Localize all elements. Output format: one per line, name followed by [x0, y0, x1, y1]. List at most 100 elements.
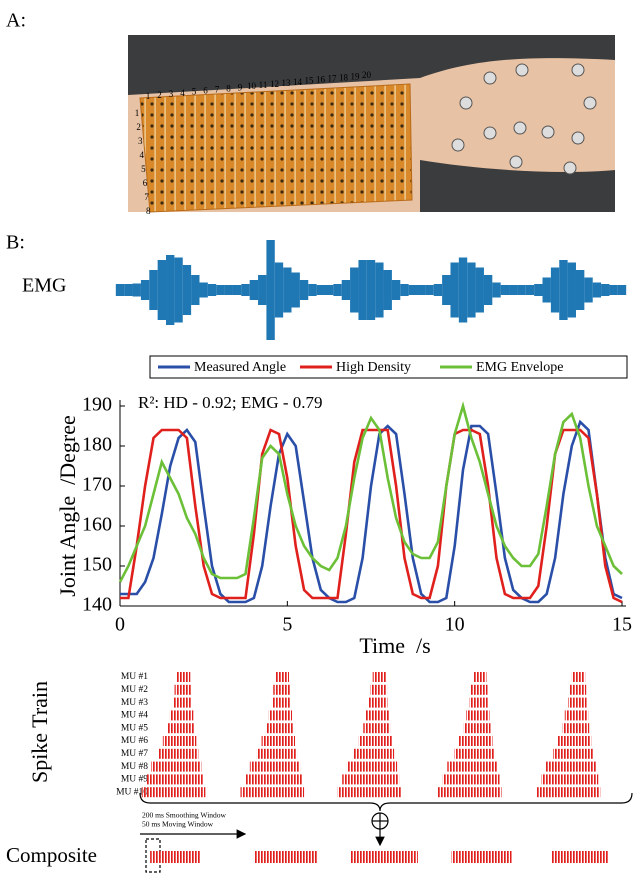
electrode-label: 7	[215, 84, 220, 94]
spike-burst	[553, 748, 594, 759]
unit-label: MU #9	[121, 775, 148, 785]
series-line	[120, 419, 623, 604]
emg-amplitude	[258, 275, 267, 305]
emg-amplitude	[132, 283, 141, 297]
window-label: 50 ms Moving Window	[142, 820, 214, 829]
emg-amplitude	[174, 257, 183, 323]
x-axis-label: Time /s	[359, 633, 430, 658]
emg-amplitude	[299, 280, 309, 300]
electrode-label: 5	[192, 87, 197, 97]
emg-amplitude	[517, 285, 526, 295]
emg-amplitude	[433, 284, 443, 296]
emg-amplitude	[383, 270, 392, 310]
electrode-label: 2	[157, 90, 162, 100]
unit-label: MU #10	[116, 787, 148, 797]
spike-burst	[158, 748, 199, 759]
y-tick-label: 160	[82, 514, 112, 536]
spike-burst	[176, 672, 191, 682]
spike-burst	[162, 736, 197, 746]
spike-burst	[275, 672, 290, 682]
unit-label: MU #4	[121, 711, 148, 721]
emg-amplitude	[341, 280, 351, 300]
electrode-label: 13	[282, 78, 292, 88]
emg-amplitude	[333, 284, 342, 296]
emg-amplitude	[475, 267, 484, 313]
y-tick-label: 190	[82, 394, 112, 416]
spike-burst	[271, 697, 291, 708]
spike-burst	[353, 748, 395, 759]
spike-burst	[256, 748, 298, 759]
legend-entry: Measured Angle	[194, 360, 286, 375]
panel-label: B:	[6, 232, 25, 254]
composite-burst	[451, 851, 512, 863]
emg-amplitude	[542, 277, 551, 303]
spike-burst	[557, 736, 592, 746]
electrode-label: 20	[362, 70, 372, 80]
composite-burst	[551, 851, 609, 863]
spike-burst	[337, 787, 402, 798]
emg-amplitude	[450, 262, 459, 318]
electrode-label: 2	[136, 122, 141, 132]
spike-burst	[437, 787, 502, 798]
emg-amplitude	[249, 280, 259, 300]
spike-burst	[372, 672, 387, 682]
composite-label: Composite	[6, 843, 97, 867]
spike-burst	[536, 787, 601, 798]
electrode-label: 3	[169, 89, 174, 99]
spike-burst	[571, 672, 586, 682]
emg-amplitude	[617, 285, 627, 295]
legend-entry: EMG Envelope	[476, 360, 563, 375]
spike-burst	[463, 723, 491, 734]
electrode-label: 8	[146, 206, 151, 216]
emg-amplitude	[500, 285, 510, 295]
emg-amplitude	[366, 260, 376, 320]
y-axis-label: Spike Train	[27, 681, 52, 783]
emg-amplitude	[358, 260, 367, 320]
composite-burst	[350, 851, 418, 863]
emg-amplitude	[308, 284, 317, 296]
unit-label: MU #2	[121, 685, 148, 695]
spike-burst	[442, 774, 500, 785]
emg-amplitude	[375, 262, 384, 318]
emg-amplitude	[324, 285, 334, 295]
spike-burst	[569, 684, 587, 695]
electrode-label: 3	[138, 136, 143, 146]
spike-burst	[447, 761, 498, 772]
spike-burst	[268, 710, 293, 721]
emg-amplitude	[191, 275, 200, 305]
emg-amplitude	[534, 284, 543, 296]
spike-burst	[346, 761, 398, 772]
series-line	[118, 401, 623, 583]
unit-label: MU #1	[121, 672, 148, 682]
spike-burst	[473, 672, 487, 682]
emg-amplitude	[274, 262, 284, 318]
emg-amplitude	[140, 280, 150, 300]
x-tick-label: 10	[445, 614, 465, 636]
panel-label: A:	[6, 10, 26, 32]
unit-label: MU #6	[121, 736, 148, 746]
spike-burst	[146, 774, 204, 785]
spike-burst	[169, 710, 194, 721]
spike-burst	[261, 736, 296, 746]
electrode-label: 10	[247, 81, 257, 91]
electrode-label: 4	[140, 150, 145, 160]
spike-burst	[245, 774, 303, 785]
spike-burst	[454, 748, 495, 759]
emg-amplitude	[232, 285, 242, 295]
emg-amplitude	[559, 260, 568, 320]
electrode-label: 17	[328, 73, 338, 83]
emg-amplitude	[458, 257, 468, 323]
emg-amplitude	[550, 267, 560, 313]
spike-burst	[167, 723, 195, 734]
emg-amplitude	[157, 260, 167, 320]
emg-amplitude	[467, 262, 476, 318]
emg-amplitude	[391, 280, 401, 300]
electrode-label: 12	[270, 79, 279, 89]
electrode-label: 14	[293, 77, 303, 87]
emg-amplitude	[316, 285, 325, 295]
window-label: 200 ms Smoothing Window	[142, 811, 227, 820]
spike-burst	[240, 787, 305, 798]
spike-burst	[358, 736, 393, 746]
electrode-label: 18	[339, 72, 349, 82]
emg-amplitude	[400, 284, 409, 296]
